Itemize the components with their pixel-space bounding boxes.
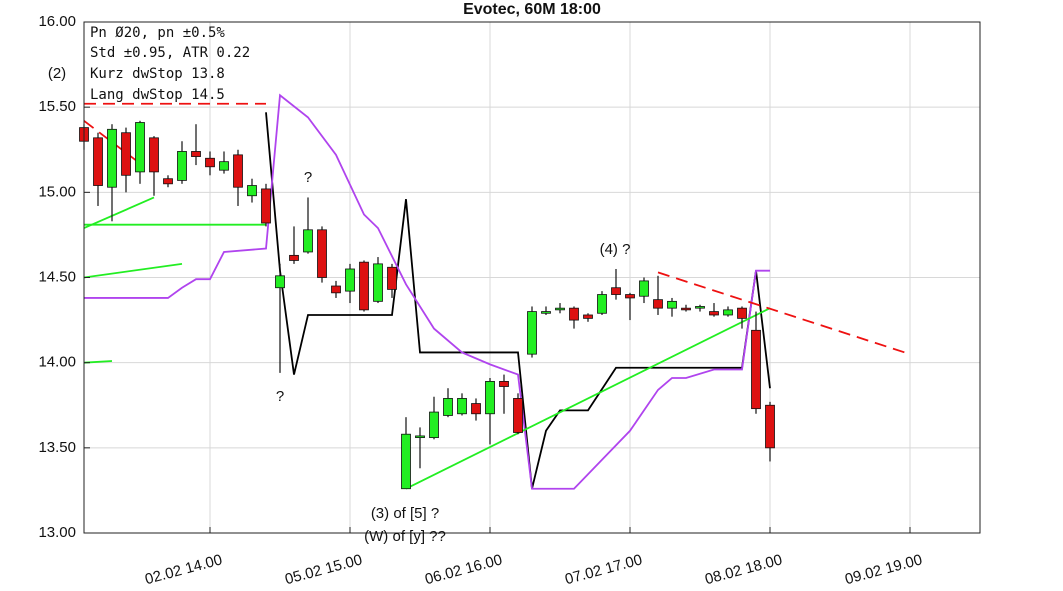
- candle-body: [597, 294, 607, 314]
- candle-body: [513, 398, 523, 433]
- y-tick-label: 14.00: [38, 354, 76, 371]
- candle-body: [709, 311, 719, 316]
- candle-body: [765, 404, 775, 449]
- candle-body: [639, 280, 649, 297]
- candle-body: [429, 411, 439, 439]
- candle-body: [219, 161, 229, 171]
- annotation: (W) of [y] ??: [364, 528, 446, 545]
- overlays: [83, 93, 911, 490]
- annotation: (3) of [5] ?: [371, 505, 439, 522]
- candle-body: [261, 188, 271, 224]
- candle-body: [485, 381, 495, 415]
- candle-body: [625, 294, 635, 299]
- info-line: Std ±0.95, ATR 0.22: [90, 45, 250, 61]
- candle-body: [457, 398, 467, 415]
- candles: [79, 120, 775, 490]
- candle-body: [191, 151, 201, 157]
- candle-body: [163, 178, 173, 185]
- candle-body: [107, 128, 117, 188]
- x-tick-label: 08.02 18.00: [703, 551, 784, 588]
- candle-body: [373, 263, 383, 302]
- overlay-line: [405, 307, 771, 490]
- candle-body: [317, 229, 327, 278]
- annotation: (2): [48, 65, 66, 82]
- overlay-line: [84, 93, 770, 490]
- candle-body: [359, 261, 369, 311]
- candle-body: [667, 300, 677, 309]
- overlay-line: [265, 112, 771, 489]
- candle-body: [527, 311, 537, 355]
- candle-body: [331, 285, 341, 294]
- overlay-line: [83, 262, 183, 279]
- y-tick-label: 14.50: [38, 268, 76, 285]
- candle-body: [569, 307, 579, 321]
- annotation: (4) ?: [600, 241, 631, 258]
- x-tick-label: 06.02 16.00: [423, 551, 504, 588]
- annotation: ?: [276, 388, 284, 405]
- candle-body: [303, 229, 313, 253]
- candle-body: [149, 137, 159, 173]
- labels: 13.00 13.50 14.00 14.50 15.00 15.50 16.00 02.02…: [38, 13, 924, 588]
- candle-body: [247, 185, 257, 197]
- y-tick-label: 13.50: [38, 439, 76, 456]
- candle-body: [345, 268, 355, 292]
- candle-body: [205, 157, 215, 168]
- candle-body: [93, 137, 103, 186]
- candle-body: [681, 307, 691, 311]
- candle-body: [751, 329, 761, 410]
- info-line: Lang dwStop 14.5: [90, 87, 225, 103]
- candle-body: [387, 266, 397, 290]
- annotation: ?: [304, 169, 312, 186]
- candle-body: [135, 122, 145, 173]
- info-line: Kurz dwStop 13.8: [90, 66, 225, 82]
- candle-body: [541, 311, 551, 314]
- candle-body: [275, 275, 285, 289]
- chart-title: Evotec, 60M 18:00: [463, 1, 601, 18]
- candle-body: [121, 132, 131, 176]
- y-tick-label: 16.00: [38, 13, 76, 30]
- candle-body: [177, 151, 187, 181]
- candle-body: [737, 307, 747, 319]
- candle-body: [611, 287, 621, 295]
- candle-body: [401, 433, 411, 490]
- candle-body: [695, 306, 705, 309]
- candle-body: [471, 403, 481, 415]
- info-line: Pn Ø20, pn ±0.5%: [90, 25, 225, 41]
- candle-body: [233, 154, 243, 188]
- candle-body: [583, 314, 593, 319]
- candle-body: [653, 299, 663, 309]
- x-tick-label: 02.02 14.00: [143, 551, 224, 588]
- y-tick-label: 13.00: [38, 524, 76, 541]
- candle-body: [555, 307, 565, 311]
- x-tick-label: 07.02 17.00: [563, 551, 644, 588]
- candle-body: [443, 398, 453, 416]
- overlay-line: [657, 271, 911, 356]
- x-tick-label: 09.02 19.00: [843, 551, 924, 588]
- candle-body: [499, 381, 509, 387]
- candle-body: [289, 254, 299, 261]
- y-tick-label: 15.00: [38, 183, 76, 200]
- candle-body: [723, 309, 733, 316]
- x-tick-label: 05.02 15.00: [283, 551, 364, 588]
- y-tick-label: 15.50: [38, 98, 76, 115]
- candle-body: [415, 435, 425, 439]
- overlay-line: [83, 196, 155, 229]
